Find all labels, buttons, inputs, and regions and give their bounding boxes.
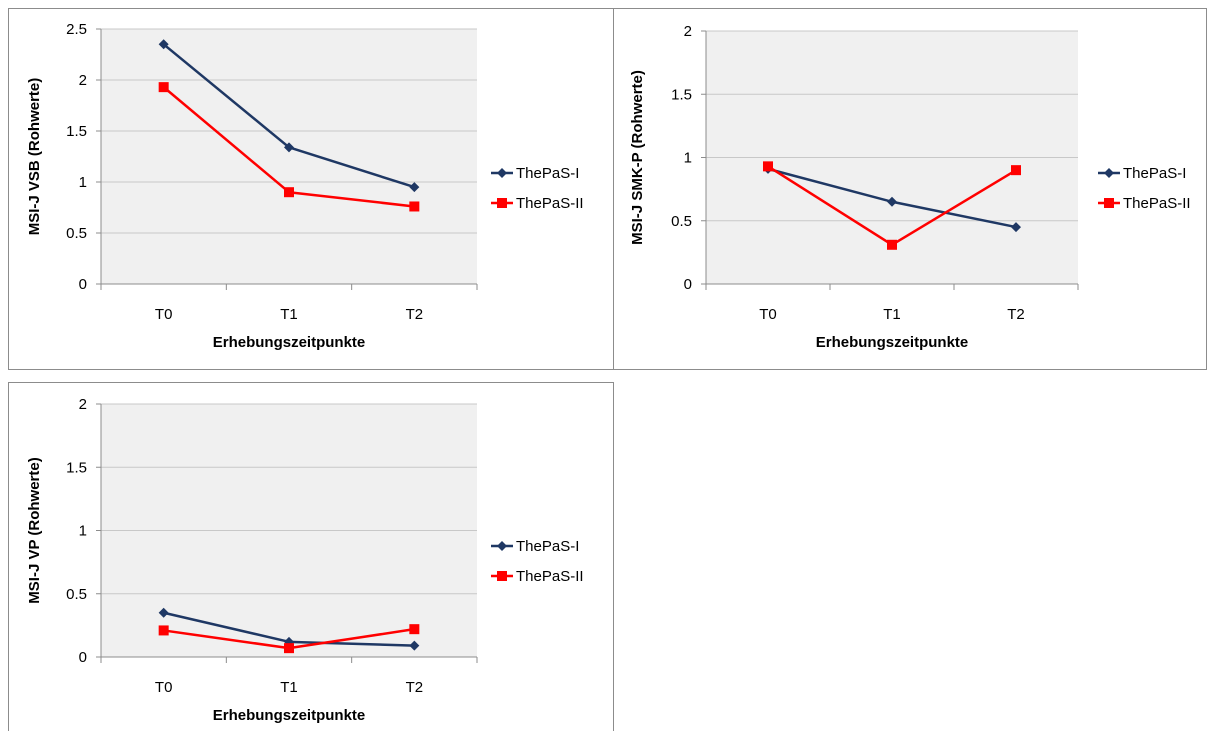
legend-item: ThePaS-I [491, 165, 579, 182]
series-2 [158, 624, 420, 654]
series-2 [158, 82, 420, 212]
y-tick-label: 1.5 [66, 459, 87, 476]
y-tick-label: 1 [684, 150, 692, 167]
legend-label: ThePaS-II [516, 568, 584, 585]
chart-vp: 0 0.5 1 1.5 2 T0 T1 T2 Erhebungszeitpunkte MSI-J … [26, 396, 584, 724]
legend-label: ThePaS-I [516, 538, 579, 555]
x-tick-label: T1 [883, 306, 901, 323]
legend-marker [497, 541, 507, 551]
data-point [409, 201, 420, 212]
y-tick-label: 2 [79, 396, 87, 413]
x-tick-label: T0 [155, 679, 173, 696]
series-1 [158, 39, 420, 193]
x-tick-label: T1 [280, 679, 298, 696]
data-point [284, 187, 294, 198]
legend-marker [1104, 198, 1114, 208]
data-point [409, 182, 420, 193]
x-axis-title: Erhebungszeitpunkte [816, 334, 969, 351]
legend-label: ThePaS-I [516, 165, 579, 182]
chart-panel-vp: 0 0.5 1 1.5 2 T0 T1 T2 Erhebungszeitpunkte MSI-J … [8, 382, 614, 731]
chart-vsb: 0 0.5 1 1.5 2 2.5 T0 T1 T2 Erhebungszeitpunkte MSI… [26, 21, 584, 351]
data-point [284, 643, 294, 654]
legend-marker [1104, 168, 1114, 178]
y-tick-label: 0.5 [671, 213, 692, 230]
y-tick-label: 1 [79, 174, 87, 191]
chart-panel-vsb: 0 0.5 1 1.5 2 2.5 T0 T1 T2 Erhebungszeitpunkte MSI… [8, 8, 614, 370]
data-point [409, 624, 420, 635]
x-tick-label: T1 [280, 306, 298, 323]
data-point [158, 82, 169, 93]
chart-panel-smk-p: 0 0.5 1 1.5 2 T0 T1 T2 Erhebungszeitpunkte MSI-J … [613, 8, 1207, 370]
y-tick-label: 0 [79, 649, 87, 666]
legend-item: ThePaS-I [1098, 165, 1186, 182]
y-tick-label: 0 [79, 276, 87, 293]
data-point [158, 625, 169, 636]
y-tick-label: 2 [684, 23, 692, 40]
x-tick-label: T0 [759, 306, 777, 323]
x-tick-label: T2 [406, 679, 424, 696]
data-point [1011, 165, 1021, 176]
y-axis-title: MSI-J VP (Rohwerte) [26, 457, 43, 603]
chart-smk-p: 0 0.5 1 1.5 2 T0 T1 T2 Erhebungszeitpunkte MSI-J … [629, 23, 1191, 351]
x-axis-title: Erhebungszeitpunkte [213, 334, 366, 351]
x-tick-label: T0 [155, 306, 173, 323]
legend-item: ThePaS-II [491, 195, 584, 212]
x-tick-label: T2 [1007, 306, 1025, 323]
data-point [887, 196, 897, 207]
y-tick-label: 1.5 [671, 86, 692, 103]
x-tick-label: T2 [406, 306, 424, 323]
legend-marker [497, 571, 507, 581]
plot-area [101, 29, 477, 284]
series-2 [763, 161, 1021, 250]
legend-item: ThePaS-II [491, 568, 584, 585]
y-axis-title: MSI-J SMK-P (Rohwerte) [629, 70, 646, 245]
data-point [887, 239, 897, 250]
data-point [1011, 222, 1021, 233]
data-point [158, 39, 169, 50]
legend-label: ThePaS-I [1123, 165, 1186, 182]
y-tick-label: 0 [684, 276, 692, 293]
legend-label: ThePaS-II [516, 195, 584, 212]
legend-item: ThePaS-I [491, 538, 579, 555]
data-point [284, 142, 294, 153]
y-tick-label: 0.5 [66, 586, 87, 603]
y-tick-label: 1.5 [66, 123, 87, 140]
data-point [763, 161, 773, 172]
y-tick-label: 1 [79, 523, 87, 540]
legend-label: ThePaS-II [1123, 195, 1191, 212]
legend-marker [497, 198, 507, 208]
y-tick-label: 2.5 [66, 21, 87, 38]
y-tick-label: 0.5 [66, 225, 87, 242]
legend-marker [497, 168, 507, 178]
x-axis-title: Erhebungszeitpunkte [213, 707, 366, 724]
legend-item: ThePaS-II [1098, 195, 1191, 212]
y-axis-title: MSI-J VSB (Rohwerte) [26, 78, 43, 236]
data-point [409, 640, 420, 651]
y-tick-label: 2 [79, 72, 87, 89]
data-point [158, 607, 169, 618]
